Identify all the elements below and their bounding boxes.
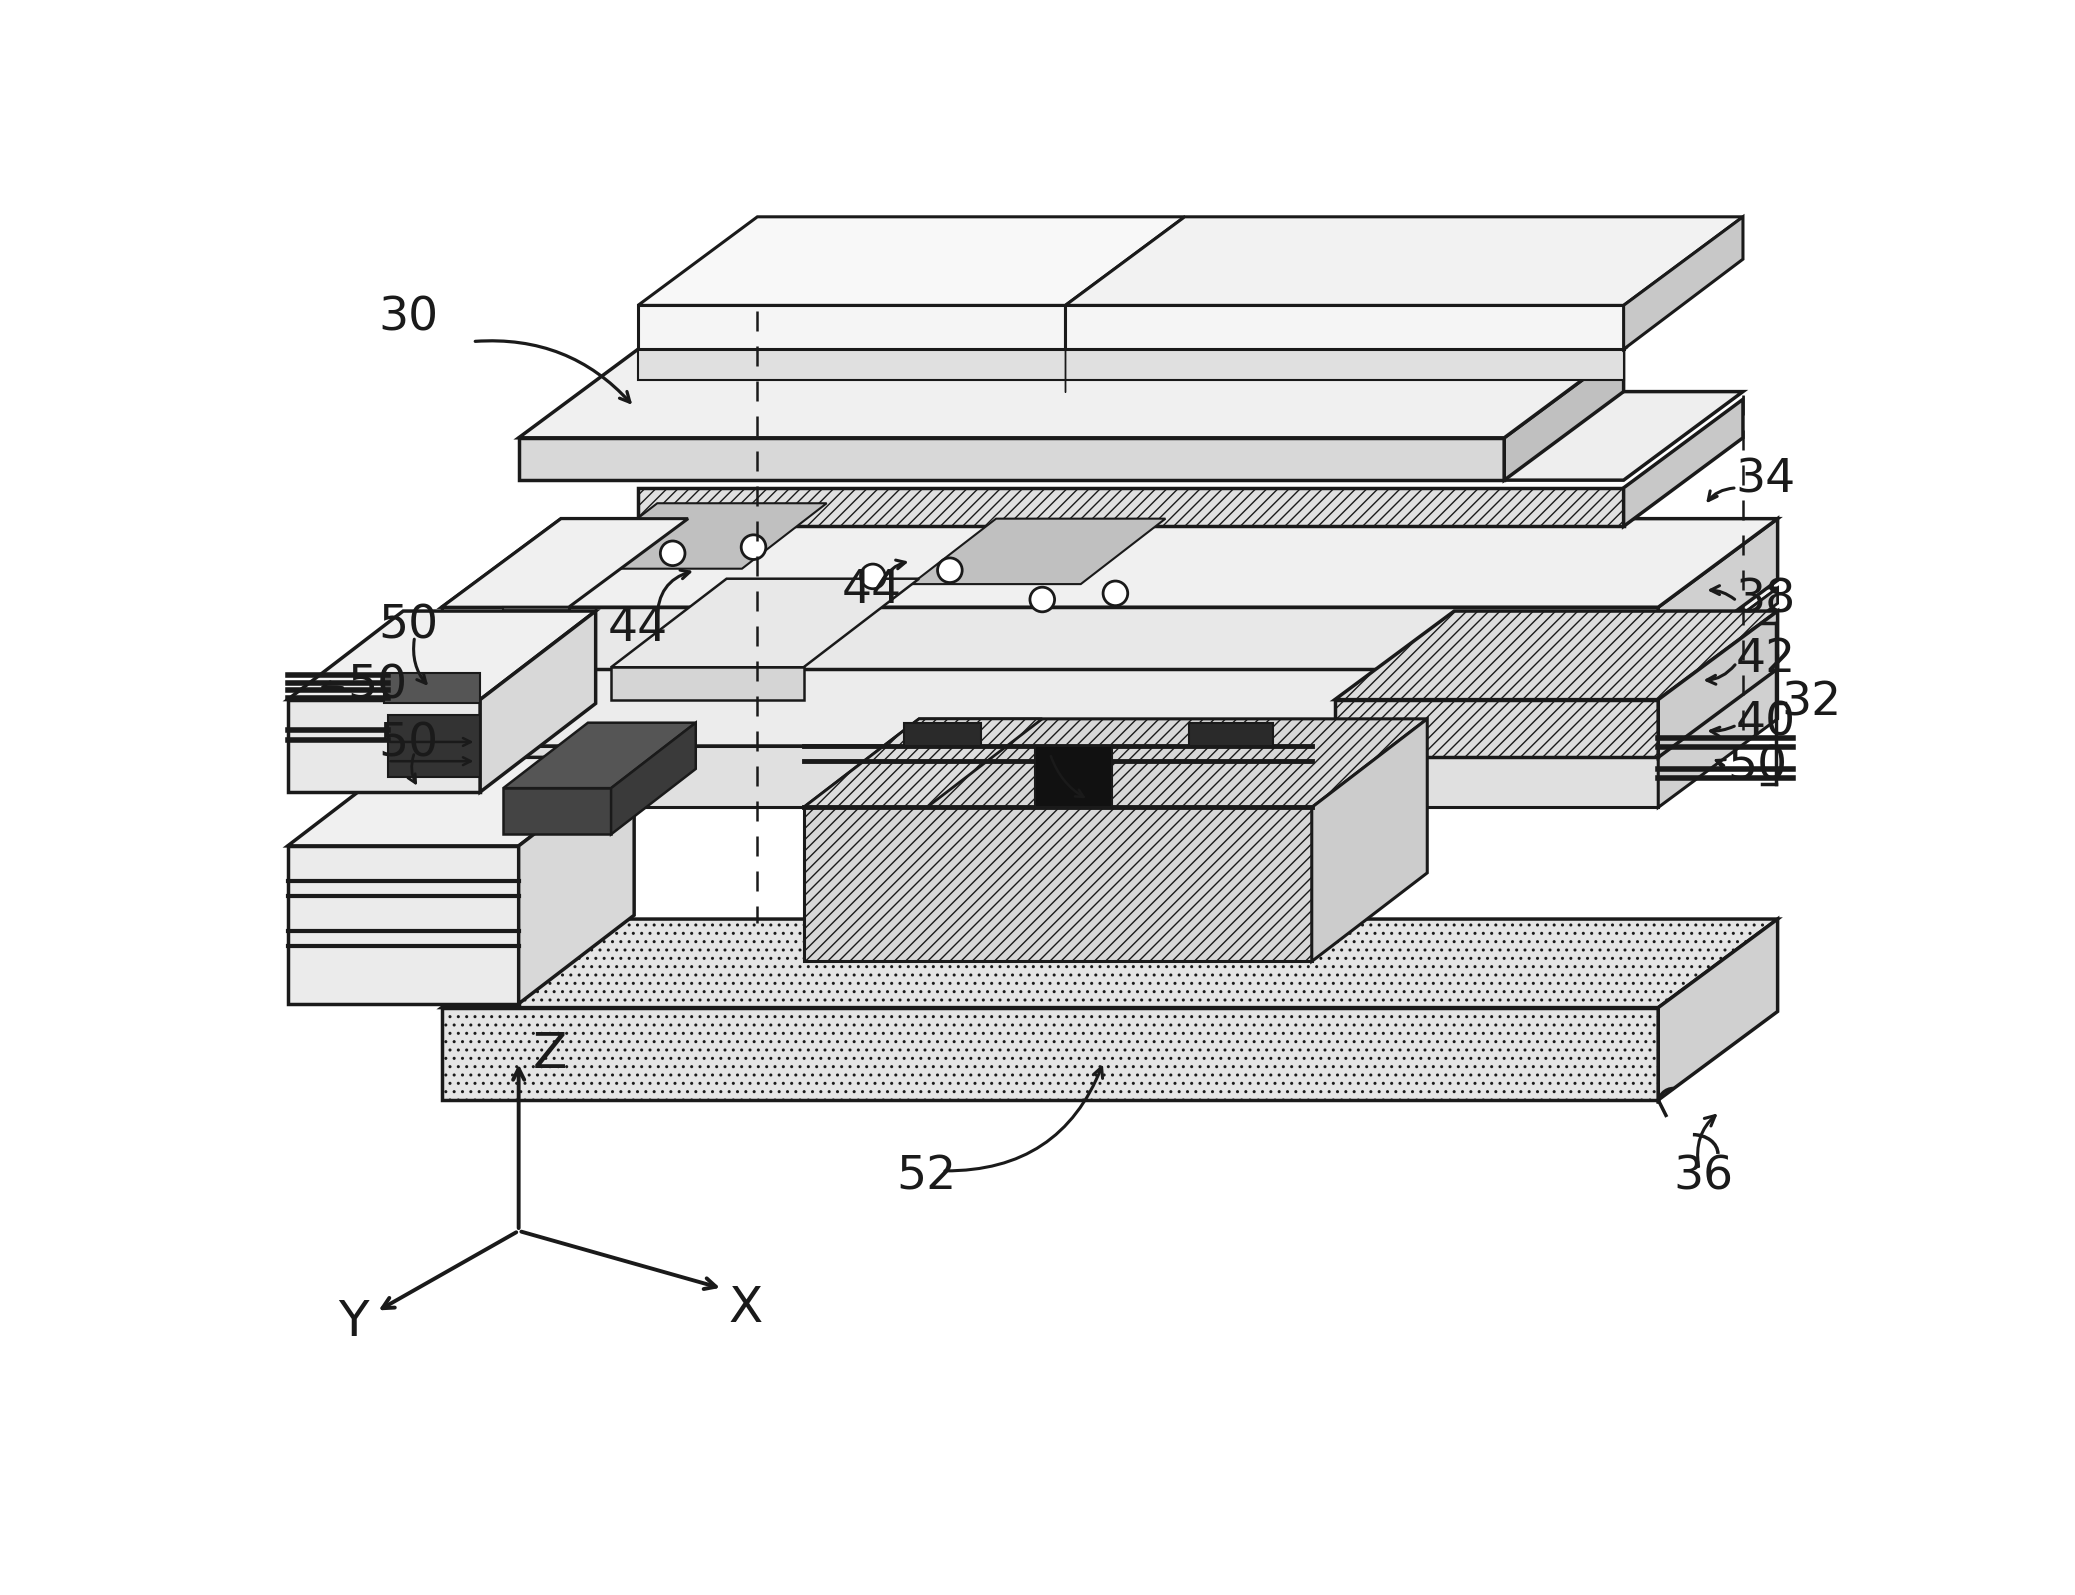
Polygon shape	[442, 518, 1778, 608]
Circle shape	[938, 558, 963, 582]
Polygon shape	[384, 673, 479, 703]
Text: 50: 50	[1728, 745, 1789, 790]
Text: Y: Y	[338, 1298, 367, 1346]
Polygon shape	[288, 758, 635, 845]
Text: 50: 50	[349, 664, 409, 708]
Polygon shape	[1658, 919, 1778, 1101]
Polygon shape	[637, 305, 1064, 349]
Polygon shape	[519, 349, 1623, 437]
Polygon shape	[1035, 746, 1112, 807]
Polygon shape	[637, 217, 1185, 305]
Text: 38: 38	[1735, 577, 1795, 622]
Text: 40: 40	[1735, 700, 1795, 745]
Polygon shape	[519, 437, 1504, 480]
Text: 36: 36	[1675, 1155, 1735, 1199]
Polygon shape	[803, 807, 1311, 962]
Polygon shape	[637, 349, 1623, 380]
Polygon shape	[1658, 518, 1778, 668]
Circle shape	[1104, 581, 1127, 606]
Text: 32: 32	[1782, 681, 1843, 726]
Polygon shape	[442, 1008, 1658, 1101]
Polygon shape	[442, 608, 569, 668]
Text: 44: 44	[608, 606, 668, 651]
Polygon shape	[1658, 611, 1778, 758]
Polygon shape	[1311, 719, 1428, 962]
Text: Z: Z	[533, 1030, 566, 1078]
Polygon shape	[1658, 657, 1778, 807]
Polygon shape	[803, 719, 1428, 807]
Text: 52: 52	[896, 1155, 957, 1199]
Polygon shape	[911, 518, 1166, 584]
Text: 30: 30	[378, 297, 438, 341]
Polygon shape	[504, 608, 569, 638]
Polygon shape	[479, 611, 596, 793]
Text: X: X	[728, 1284, 762, 1332]
Polygon shape	[442, 676, 1658, 692]
Text: 50: 50	[378, 723, 438, 767]
Text: 50: 50	[378, 605, 438, 649]
Polygon shape	[1334, 611, 1778, 700]
Circle shape	[861, 565, 886, 589]
Polygon shape	[288, 611, 596, 700]
Polygon shape	[1623, 217, 1743, 349]
Polygon shape	[442, 919, 1778, 1008]
Polygon shape	[1064, 305, 1623, 349]
Polygon shape	[637, 488, 1623, 526]
Circle shape	[1029, 587, 1054, 612]
Polygon shape	[1064, 217, 1743, 305]
Polygon shape	[442, 589, 1778, 676]
Polygon shape	[504, 723, 695, 788]
Text: 44: 44	[842, 568, 903, 612]
Polygon shape	[905, 723, 981, 746]
Polygon shape	[442, 746, 1658, 807]
Polygon shape	[1189, 723, 1274, 746]
Text: 34: 34	[1735, 458, 1795, 502]
Polygon shape	[1658, 589, 1778, 692]
Circle shape	[660, 541, 685, 566]
Polygon shape	[442, 608, 1658, 668]
Polygon shape	[288, 845, 519, 1003]
Polygon shape	[1504, 349, 1623, 480]
Polygon shape	[610, 667, 803, 700]
Polygon shape	[504, 788, 610, 834]
Polygon shape	[288, 700, 479, 793]
Polygon shape	[573, 504, 826, 569]
Text: 42: 42	[1735, 636, 1795, 683]
Polygon shape	[1623, 399, 1743, 526]
Circle shape	[741, 534, 766, 560]
Polygon shape	[803, 719, 1042, 807]
Polygon shape	[442, 518, 689, 608]
Polygon shape	[442, 657, 1778, 746]
Polygon shape	[1334, 700, 1658, 758]
Polygon shape	[610, 723, 695, 834]
Polygon shape	[519, 758, 635, 1003]
Polygon shape	[610, 579, 919, 667]
Polygon shape	[637, 392, 1743, 480]
Polygon shape	[388, 715, 479, 777]
